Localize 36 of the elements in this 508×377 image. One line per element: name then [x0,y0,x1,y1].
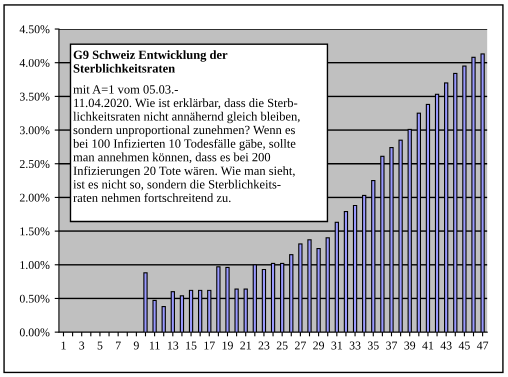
x-tick-label: 23 [258,342,270,350]
y-tick-label: 1.00% [20,261,50,270]
x-tick-label: 27 [295,342,306,350]
annotation: G9 Schweiz Entwicklung der Sterblichkeitsraten [74,50,228,73]
x-tick-label: 35 [368,342,379,350]
x-tick-label: 15 [186,342,196,350]
x-tick-label: 33 [350,342,360,350]
x-tick-label: 31 [331,342,342,350]
x-tick-label: 5 [98,342,102,350]
x-tick-label: 29 [313,342,324,350]
x-tick-label: 9 [134,342,139,350]
y-tick-label: 1.50% [20,227,50,236]
x-tick-label: 3 [79,342,84,350]
x-tick-label: 37 [386,342,398,350]
y-tick-label: 4.00% [20,58,50,67]
x-tick-label: 7 [116,342,121,350]
x-tick-label: 17 [204,342,215,350]
x-tick-label: 13 [168,342,178,350]
y-tick-label: 0.00% [20,328,50,336]
x-tick-label: 21 [240,342,251,350]
text: mit A=1 vom 05.03.- 11.04.2020. Wie ist erklärbar, dass die Sterb- lichkeitsraten nicht annähernd gleich bleiben, sondern unproportional zunehmen? Wenn es bei 100 Infizierten 10 Todesfälle gäbe, sollte man annehmen können, dass es bei 200 Infizierungen 20 Tote wären. Wie man sieht, ist es nicht so, sondern die Sterblichkeits- raten nehmen fortschreitend zu. [73,85,300,202]
x-tick-label: 1 [62,342,66,350]
x-tick-label: 11 [150,342,160,350]
y-tick-label: 2.00% [20,194,50,202]
y-tick-label: 3.50% [20,92,50,101]
y-tick-label: 2.50% [20,160,50,168]
y-tick-label: 3.00% [20,126,50,134]
x-tick-label: 45 [458,342,470,350]
x-tick-label: 41 [422,342,434,350]
y-tick-label: 4.50% [20,25,50,34]
y-tick-label: 0.50% [20,294,50,303]
x-tick-label: 43 [440,342,452,350]
x-tick-label: 19 [222,342,233,350]
x-tick-label: 25 [276,342,288,350]
x-tick-label: 47 [476,342,488,350]
x-tick-label: 39 [404,342,416,350]
